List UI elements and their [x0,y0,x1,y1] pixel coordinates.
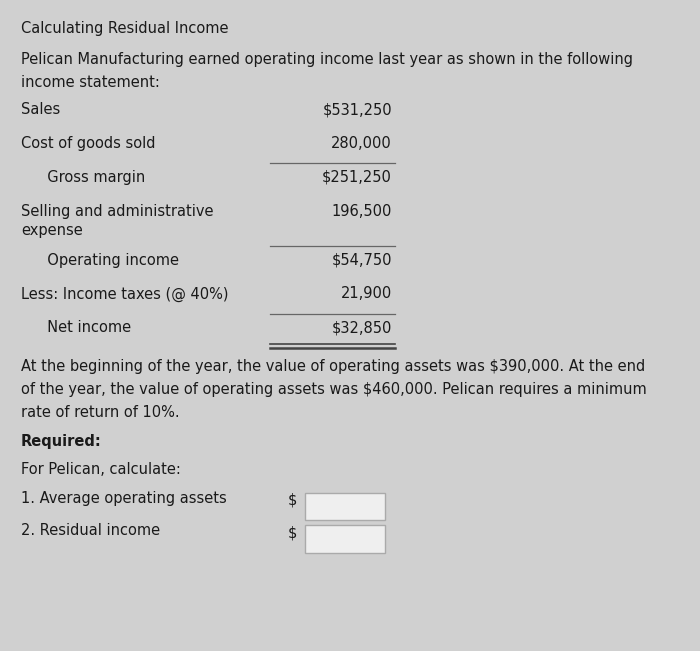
Text: 2. Residual income: 2. Residual income [21,523,160,538]
Text: Required:: Required: [21,434,102,449]
Text: Net income: Net income [38,320,132,335]
Text: At the beginning of the year, the value of operating assets was $390,000. At the: At the beginning of the year, the value … [21,359,645,374]
Text: $32,850: $32,850 [332,320,392,335]
Text: 196,500: 196,500 [332,204,392,219]
Text: $: $ [288,525,298,540]
Text: 21,900: 21,900 [341,286,392,301]
Text: Less: Income taxes (@ 40%): Less: Income taxes (@ 40%) [21,286,228,301]
Text: $: $ [288,493,298,508]
Text: Calculating Residual Income: Calculating Residual Income [21,21,228,36]
Text: rate of return of 10%.: rate of return of 10%. [21,405,180,420]
Text: Sales: Sales [21,102,60,117]
Text: $251,250: $251,250 [322,170,392,185]
Text: 1. Average operating assets: 1. Average operating assets [21,491,227,506]
FancyBboxPatch shape [304,525,385,553]
Text: Pelican Manufacturing earned operating income last year as shown in the followin: Pelican Manufacturing earned operating i… [21,52,633,67]
Text: Gross margin: Gross margin [38,170,146,185]
Text: income statement:: income statement: [21,75,160,90]
FancyBboxPatch shape [304,493,385,520]
Text: expense: expense [21,223,83,238]
Text: Selling and administrative: Selling and administrative [21,204,214,219]
Text: Cost of goods sold: Cost of goods sold [21,136,155,151]
Text: of the year, the value of operating assets was $460,000. Pelican requires a mini: of the year, the value of operating asse… [21,382,647,397]
Text: $531,250: $531,250 [323,102,392,117]
Text: For Pelican, calculate:: For Pelican, calculate: [21,462,181,477]
Text: Operating income: Operating income [38,253,179,268]
Text: 280,000: 280,000 [331,136,392,151]
Text: $54,750: $54,750 [332,253,392,268]
